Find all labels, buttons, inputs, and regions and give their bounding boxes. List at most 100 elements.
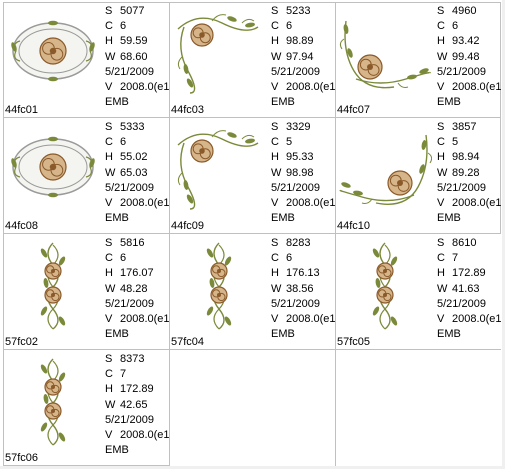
field-value: 172.89: [452, 267, 486, 280]
field-h: H 98.94: [437, 150, 502, 165]
field-label: S: [105, 121, 113, 133]
design-cell[interactable]: 57fc06 S 8373 C 7 H 172.89 W 42.65 5/21/2009 V 2008…: [4, 351, 170, 466]
vertical-rose-border-icon[interactable]: [172, 241, 266, 331]
field-label: V: [271, 312, 279, 325]
field-h: H 55.02: [105, 150, 170, 165]
field-w: W 68.60: [105, 50, 170, 65]
field-s: S 3329: [271, 120, 336, 135]
field-w: W 65.03: [105, 166, 170, 181]
design-info: S 3857 C 5 H 98.94 W 89.28 5/21/2009 V 2008.0(e1 EM…: [437, 120, 502, 226]
field-value: 3857: [452, 121, 477, 133]
field-value: 65.03: [120, 166, 148, 179]
field-w: W 97.94: [271, 50, 336, 65]
design-cell[interactable]: 44fc09 S 3329 C 5 H 95.33 W 98.98 5/21/2009 V 2008.…: [170, 119, 336, 234]
horizontal-scrollbar[interactable]: [0, 466, 505, 469]
rose-corner-bottom-left-icon[interactable]: [338, 9, 432, 99]
field-label: V: [437, 196, 445, 209]
design-name: 57fc04: [171, 336, 205, 348]
field-date: 5/21/2009: [271, 297, 336, 312]
field-w: W 89.28: [437, 166, 502, 181]
field-h: H 93.42: [437, 34, 502, 49]
field-label: W: [105, 398, 116, 411]
rose-corner-top-left-icon[interactable]: [172, 125, 266, 215]
design-name: 44fc09: [171, 220, 205, 232]
rose-motif: [190, 23, 214, 47]
field-label: W: [271, 166, 282, 179]
rose-corner-top-left-icon[interactable]: [172, 9, 266, 99]
design-cell[interactable]: 57fc02 S 5816 C 6 H 176.07 W 48.28 5/21/2009 V 2008…: [4, 235, 170, 350]
field-h: H 95.33: [271, 150, 336, 165]
field-v: V 2008.0(e1: [271, 312, 336, 327]
field-value: 89.28: [452, 166, 480, 179]
vertical-rose-border-icon[interactable]: [338, 241, 432, 331]
field-date: 5/21/2009: [437, 181, 502, 196]
field-s: S 8283: [271, 236, 336, 251]
field-value: 2008.0(e1: [120, 428, 170, 441]
rose-motif: [387, 170, 413, 196]
design-cell[interactable]: 44fc08 S 5333 C 6 H 55.02 W 65.03 5/21/2009 V 2008.…: [4, 119, 170, 234]
field-label: S: [105, 5, 113, 17]
vertical-rose-border-icon[interactable]: [6, 357, 100, 447]
field-label: H: [105, 267, 113, 280]
rose-corner-bottom-right-icon[interactable]: [338, 125, 433, 215]
design-cell[interactable]: 57fc04 S 8283 C 6 H 176.13 W 38.56 5/21/2009 V 2008…: [170, 235, 336, 350]
field-label: V: [271, 196, 279, 209]
field-date: 5/21/2009: [105, 181, 170, 196]
field-date: 5/21/2009: [105, 413, 170, 428]
field-value: 6: [286, 20, 293, 33]
field-value: 2008.0(e1: [452, 80, 502, 93]
field-value: 6: [286, 252, 293, 265]
rose-motif: [357, 54, 383, 80]
design-cell[interactable]: 44fc01 S 5077 C 6 H 59.59 W 68.60 5/21/2009 V 2008.…: [4, 3, 170, 118]
field-value: 48.28: [120, 282, 148, 295]
field-h: H 172.89: [437, 266, 502, 281]
oval-rose-frame-icon[interactable]: [6, 9, 100, 99]
field-label: W: [437, 50, 448, 63]
design-name: 57fc06: [5, 452, 39, 464]
field-value: 5/21/2009: [105, 181, 154, 194]
vertical-rose-border-icon[interactable]: [6, 241, 100, 331]
field-label: C: [437, 252, 445, 265]
field-s: S 5816: [105, 236, 170, 251]
field-label: S: [105, 237, 113, 249]
design-cell[interactable]: 57fc05 S 8610 C 7 H 172.89 W 41.63 5/21/2009 V 2008…: [336, 235, 502, 350]
field-s: S 4960: [437, 4, 502, 19]
design-cell[interactable]: 44fc07 S 4960 C 6 H 93.42 W 99.48 5/21/2009 V 2008.…: [336, 3, 502, 118]
field-value: 8283: [286, 237, 311, 249]
field-value: 38.56: [286, 282, 314, 295]
field-value: 42.65: [120, 398, 148, 411]
field-value: 41.63: [452, 282, 480, 295]
design-cell[interactable]: 44fc03 S 5233 C 6 H 98.89 W 97.94 5/21/2009 V 2008.…: [170, 3, 336, 118]
field-h: H 59.59: [105, 34, 170, 49]
field-label: W: [437, 166, 448, 179]
field-v: V 2008.0(e1: [105, 80, 170, 95]
field-v: V 2008.0(e1: [105, 428, 170, 443]
field-value: EMB: [105, 328, 129, 341]
rose-motif: [210, 262, 228, 280]
field-s: S 8373: [105, 352, 170, 367]
field-label: H: [437, 267, 445, 280]
design-cell[interactable]: 44fc10 S 3857 C 5 H 98.94 W 89.28 5/21/2009 V 2008.…: [336, 119, 502, 234]
field-value: 5077: [120, 5, 145, 17]
field-value: 97.94: [286, 50, 314, 63]
design-name: 57fc05: [337, 336, 371, 348]
field-value: 2008.0(e1: [286, 80, 336, 93]
oval-rose-frame-icon[interactable]: [6, 125, 100, 215]
field-value: 95.33: [286, 151, 314, 164]
vertical-scrollbar[interactable]: [502, 0, 505, 469]
field-value: 6: [120, 20, 127, 33]
grid-line: [3, 233, 501, 234]
field-label: H: [437, 35, 445, 48]
field-w: W 38.56: [271, 282, 336, 297]
field-label: S: [271, 121, 279, 133]
field-value: 5: [452, 136, 459, 149]
field-date: 5/21/2009: [105, 297, 170, 312]
design-name: 57fc02: [5, 336, 39, 348]
field-value: EMB: [105, 444, 129, 457]
